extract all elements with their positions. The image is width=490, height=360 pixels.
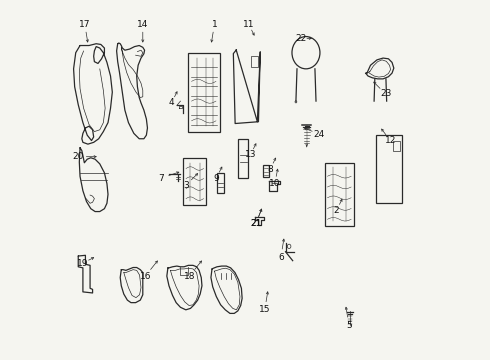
- Text: 18: 18: [184, 271, 195, 280]
- Text: 16: 16: [140, 271, 151, 280]
- Text: 14: 14: [137, 19, 148, 28]
- Text: 20: 20: [73, 152, 84, 161]
- Bar: [217, 173, 224, 193]
- Text: 12: 12: [385, 136, 396, 145]
- Text: 10: 10: [269, 179, 280, 188]
- Text: 22: 22: [295, 34, 306, 43]
- Text: 13: 13: [245, 150, 256, 159]
- Text: 9: 9: [214, 174, 219, 183]
- Bar: [238, 139, 248, 178]
- Text: 4: 4: [169, 98, 174, 107]
- Bar: [393, 140, 399, 151]
- Text: 8: 8: [267, 165, 273, 174]
- Bar: [263, 165, 269, 177]
- Text: 23: 23: [380, 89, 391, 98]
- Bar: [188, 53, 220, 132]
- Text: 21: 21: [250, 219, 262, 228]
- Text: 15: 15: [259, 305, 270, 314]
- Text: 11: 11: [243, 19, 254, 28]
- Bar: [251, 56, 258, 67]
- Text: 3: 3: [183, 181, 189, 190]
- Bar: [324, 163, 354, 226]
- Bar: [183, 158, 206, 205]
- Bar: [376, 135, 402, 203]
- Text: 24: 24: [314, 130, 325, 139]
- Text: 5: 5: [346, 321, 352, 330]
- Text: 6: 6: [278, 253, 284, 262]
- Text: 19: 19: [77, 259, 88, 268]
- Text: 7: 7: [158, 174, 164, 183]
- Text: 21: 21: [250, 219, 262, 228]
- Text: 2: 2: [334, 206, 339, 215]
- Text: 1: 1: [212, 19, 218, 28]
- Text: 17: 17: [79, 19, 91, 28]
